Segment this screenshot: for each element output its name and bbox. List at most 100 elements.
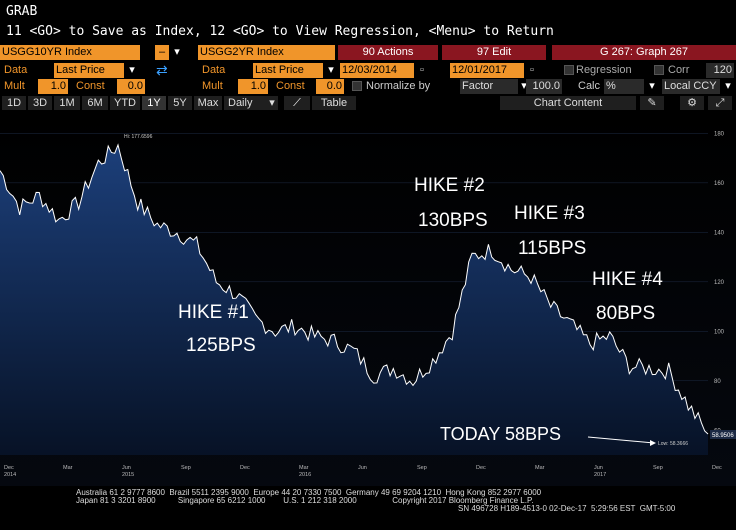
factor-select[interactable]: Factor xyxy=(460,79,518,94)
actions-menu[interactable]: 90 Actions xyxy=(338,45,438,60)
chevron-down-icon[interactable]: ▾ xyxy=(171,45,183,60)
low-label: Low: 58.3666 xyxy=(658,441,688,447)
x-tick-label: 2014 xyxy=(4,472,16,478)
x-tick-label: Sep xyxy=(417,465,427,471)
edit-menu[interactable]: 97 Edit xyxy=(442,45,546,60)
last-value-label: 58.9506 xyxy=(712,433,734,439)
period-1y[interactable]: 1Y xyxy=(142,96,166,110)
y-tick-label: 140 xyxy=(714,230,725,236)
operator-select[interactable]: – xyxy=(155,45,169,60)
x-tick-label: Dec xyxy=(476,465,486,471)
normalize-checkbox[interactable] xyxy=(352,79,362,94)
const2-field[interactable]: 0.0 xyxy=(316,79,344,94)
period-1d[interactable]: 1D xyxy=(2,96,26,110)
corr-label: Corr xyxy=(668,64,690,76)
chevron-down-icon[interactable]: ▾ xyxy=(126,63,138,78)
mult-row: Mult 1.0 Const 0.0 Mult 1.0 Const 0.0 No… xyxy=(0,79,736,95)
calc-select[interactable]: % xyxy=(604,79,644,94)
footer: Australia 61 2 9777 8600 Brazil 5511 239… xyxy=(0,486,736,530)
period-1m[interactable]: 1M xyxy=(54,96,80,110)
today-arrow xyxy=(587,436,655,444)
factor-value[interactable]: 100.0 xyxy=(526,79,562,94)
data-label: Data xyxy=(4,64,28,76)
period-6m[interactable]: 6M xyxy=(82,96,108,110)
command-hint: 11 <GO> to Save as Index, 12 <GO> to Vie… xyxy=(6,24,554,39)
x-tick-label: 2015 xyxy=(122,472,134,478)
security1-field[interactable]: USGG10YR Index xyxy=(0,45,140,60)
hike2-title: HIKE #2 xyxy=(414,175,485,196)
arrow-head-icon xyxy=(650,440,656,446)
footer-contacts-2: Japan 81 3 3201 8900 Singapore 65 6212 1… xyxy=(76,496,534,505)
mult2-field[interactable]: 1.0 xyxy=(238,79,268,94)
table-button[interactable]: Table xyxy=(312,96,356,110)
const-label: Const xyxy=(76,80,105,92)
expand-icon[interactable]: ⤢ xyxy=(708,96,732,110)
x-tick-label: Jun xyxy=(358,465,367,471)
chevron-down-icon[interactable]: ▾ xyxy=(646,79,658,94)
period-5y[interactable]: 5Y xyxy=(168,96,192,110)
series-area xyxy=(0,144,708,455)
footer-session: SN 496728 H189-4513-0 02-Dec-17 5:29:56 … xyxy=(458,504,676,513)
y-tick-label: 160 xyxy=(714,181,725,187)
data2-select[interactable]: Last Price xyxy=(253,63,323,78)
currency-select[interactable]: Local CCY xyxy=(662,79,720,94)
edit-icon[interactable]: ✎ xyxy=(640,96,664,110)
hike2-bps: 130BPS xyxy=(418,210,488,231)
y-tick-label: 120 xyxy=(714,280,725,286)
x-tick-label: Mar xyxy=(63,465,73,471)
chevron-down-icon[interactable]: ▾ xyxy=(266,96,278,110)
hi-label: Hi: 177.6596 xyxy=(124,134,153,140)
period-3d[interactable]: 3D xyxy=(28,96,52,110)
corr-checkbox[interactable] xyxy=(654,63,664,78)
const-label-2: Const xyxy=(276,80,305,92)
calc-label: Calc xyxy=(578,80,601,92)
x-tick-label: Sep xyxy=(653,465,663,471)
today-label: TODAY 58BPS xyxy=(440,424,561,444)
x-tick-label: Jun xyxy=(122,465,131,471)
data1-select[interactable]: Last Price xyxy=(54,63,124,78)
swap-icon[interactable]: ⇄ xyxy=(156,62,168,78)
last-value-box xyxy=(710,430,736,439)
normalize-label: Normalize by xyxy=(366,80,431,92)
security2-field[interactable]: USGG2YR Index xyxy=(198,45,335,60)
regression-label: Regression xyxy=(576,64,632,76)
x-tick-label: Sep xyxy=(181,465,191,471)
hike3-title: HIKE #3 xyxy=(514,203,585,224)
mult-label: Mult xyxy=(4,80,25,92)
x-tick-label: Jun xyxy=(594,465,603,471)
mult1-field[interactable]: 1.0 xyxy=(38,79,68,94)
data-row: Data Last Price ▾ ⇄ Data Last Price ▾ 12… xyxy=(0,63,736,79)
x-tick-label: Dec xyxy=(712,465,722,471)
line-chart-icon[interactable]: ⟋ xyxy=(284,96,310,110)
y-tick-label: 180 xyxy=(714,131,725,137)
end-date-field[interactable]: 12/01/2017 xyxy=(450,63,524,78)
hike4-title: HIKE #4 xyxy=(592,269,663,290)
toolbar-row: USGG10YR Index – ▾ USGG2YR Index 90 Acti… xyxy=(0,45,736,61)
graph-title[interactable]: G 267: Graph 267 xyxy=(552,45,736,60)
x-tick-label: 2016 xyxy=(299,472,311,478)
y-tick-label: 80 xyxy=(714,379,721,385)
period-ytd[interactable]: YTD xyxy=(110,96,140,110)
const1-field[interactable]: 0.0 xyxy=(117,79,145,94)
settings-icon[interactable]: ⚙ xyxy=(680,96,704,110)
start-date-field[interactable]: 12/03/2014 xyxy=(340,63,414,78)
x-tick-label: Mar xyxy=(535,465,545,471)
chevron-down-icon[interactable]: ▾ xyxy=(325,63,337,78)
data-label-2: Data xyxy=(202,64,226,76)
frequency-select[interactable]: Daily xyxy=(224,96,266,110)
x-tick-label: Dec xyxy=(240,465,250,471)
corr-value[interactable]: 120 xyxy=(706,63,734,78)
calendar-icon[interactable]: ▫ xyxy=(530,64,534,76)
regression-checkbox[interactable] xyxy=(564,63,574,78)
chart-content-button[interactable]: Chart Content xyxy=(500,96,636,110)
x-tick-label: Dec xyxy=(4,465,14,471)
calendar-icon[interactable]: ▫ xyxy=(420,64,424,76)
period-max[interactable]: Max xyxy=(194,96,222,110)
chevron-down-icon[interactable]: ▾ xyxy=(722,79,734,94)
hike1-bps: 125BPS xyxy=(186,335,256,356)
hike1-title: HIKE #1 xyxy=(178,302,249,323)
y-tick-label: 100 xyxy=(714,329,725,335)
x-tick-label: Mar xyxy=(299,465,309,471)
footer-contacts: Australia 61 2 9777 8600 Brazil 5511 239… xyxy=(76,488,542,497)
